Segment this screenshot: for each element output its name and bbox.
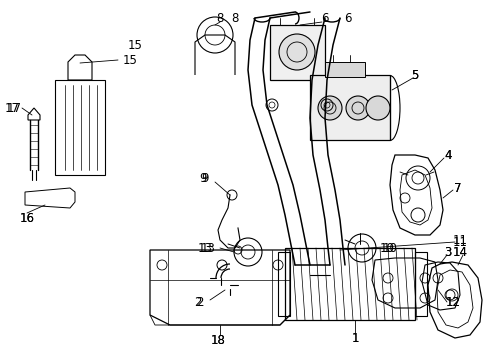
Text: 11: 11 bbox=[451, 234, 467, 247]
Text: 9: 9 bbox=[199, 171, 206, 185]
Text: 10: 10 bbox=[382, 242, 397, 255]
Text: 8: 8 bbox=[231, 12, 238, 24]
Text: 18: 18 bbox=[210, 333, 225, 346]
Text: 13: 13 bbox=[197, 242, 212, 255]
Text: 1: 1 bbox=[350, 332, 358, 345]
Text: 12: 12 bbox=[445, 296, 460, 309]
Circle shape bbox=[279, 34, 314, 70]
Text: 2: 2 bbox=[196, 297, 203, 310]
Text: 3: 3 bbox=[444, 246, 451, 258]
Text: 14: 14 bbox=[451, 246, 467, 258]
Bar bbox=[414, 252, 426, 316]
Text: 17: 17 bbox=[6, 102, 21, 114]
Text: 11: 11 bbox=[451, 235, 467, 248]
Circle shape bbox=[365, 96, 389, 120]
Text: 5: 5 bbox=[410, 68, 418, 81]
Bar bbox=[325, 62, 364, 77]
Text: 1: 1 bbox=[350, 332, 358, 345]
Text: 10: 10 bbox=[379, 242, 394, 255]
Text: 4: 4 bbox=[443, 149, 451, 162]
Text: 15: 15 bbox=[127, 39, 142, 51]
Text: 3: 3 bbox=[444, 246, 451, 258]
Text: 16: 16 bbox=[20, 212, 35, 225]
Bar bbox=[269, 25, 325, 80]
Bar bbox=[285, 248, 414, 320]
Text: 8: 8 bbox=[216, 12, 223, 24]
Text: 7: 7 bbox=[453, 181, 461, 194]
Text: 2: 2 bbox=[194, 297, 202, 310]
Text: 4: 4 bbox=[443, 149, 451, 162]
Text: 14: 14 bbox=[451, 246, 467, 258]
Circle shape bbox=[317, 96, 341, 120]
Text: 12: 12 bbox=[445, 296, 460, 309]
Text: 16: 16 bbox=[20, 212, 35, 225]
Text: 18: 18 bbox=[210, 333, 225, 346]
Text: 17: 17 bbox=[4, 102, 20, 114]
Circle shape bbox=[346, 96, 369, 120]
Text: 5: 5 bbox=[410, 68, 418, 81]
Text: 7: 7 bbox=[453, 181, 461, 194]
Text: 6: 6 bbox=[321, 12, 328, 24]
Text: 15: 15 bbox=[122, 54, 137, 67]
Text: 13: 13 bbox=[200, 242, 215, 255]
Bar bbox=[278, 252, 289, 316]
Bar bbox=[309, 75, 389, 140]
Text: 6: 6 bbox=[344, 12, 351, 24]
Text: 9: 9 bbox=[201, 171, 208, 185]
